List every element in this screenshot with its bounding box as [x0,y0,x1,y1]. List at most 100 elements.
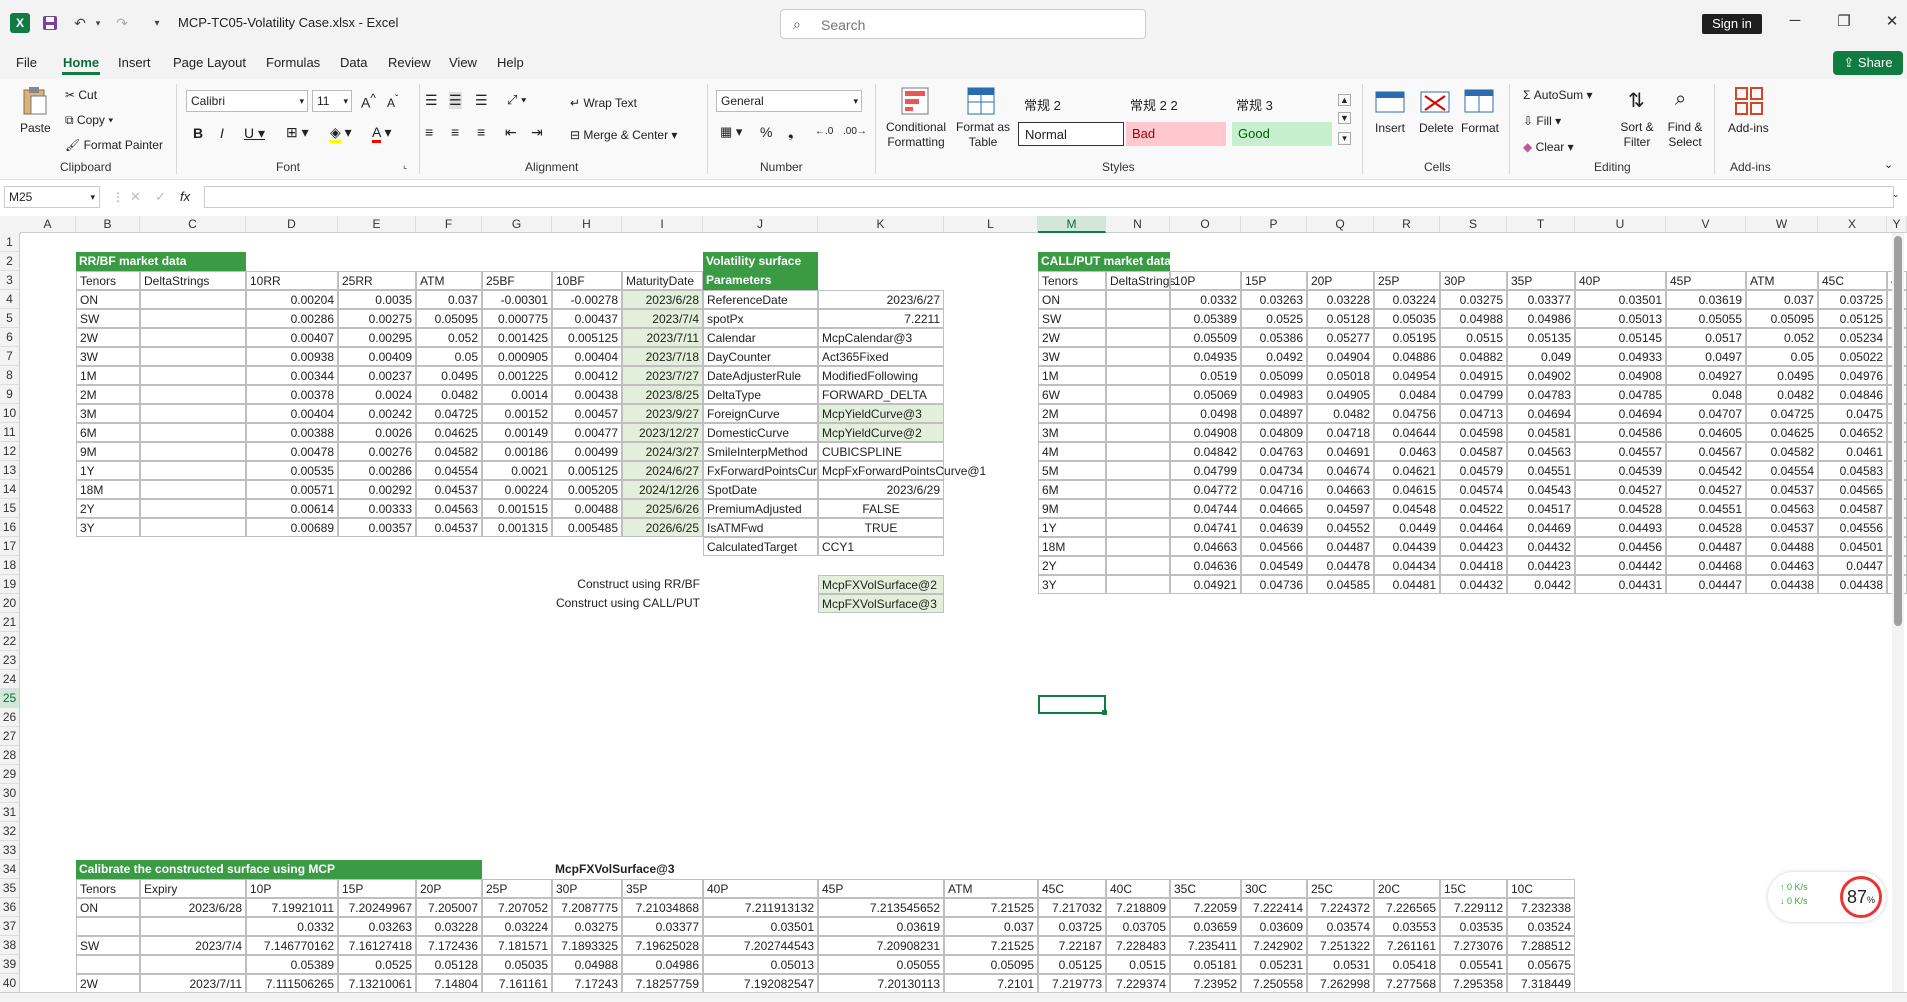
cp-cell[interactable]: 6W [1038,385,1106,404]
vol-param-value[interactable]: FORWARD_DELTA [818,385,944,404]
calib-title[interactable]: Calibrate the constructed surface using … [76,860,482,879]
tab-help[interactable]: Help [497,55,524,70]
rrbf-cell[interactable]: 0.00186 [482,442,552,461]
rrbf-cell[interactable]: 0.05095 [416,309,482,328]
cp-header[interactable]: 15P [1241,271,1307,290]
style-good[interactable]: Good [1232,122,1332,146]
vol-param-name[interactable]: ReferenceDate [703,290,818,309]
formula-input[interactable] [204,186,1894,208]
delete-cells-icon[interactable] [1419,86,1451,116]
cp-cell[interactable]: 0.04423 [1507,556,1575,575]
name-box[interactable]: M25 ▾ [4,186,100,208]
calib-header[interactable]: 35C [1170,879,1241,898]
rrbf-header[interactable]: DeltaStrings [140,271,246,290]
share-button[interactable]: ⇪ Share [1833,51,1903,75]
cp-cell[interactable]: 0.04501 [1818,537,1887,556]
rrbf-cell[interactable] [140,442,246,461]
rrbf-cell[interactable]: 0.05 [416,347,482,366]
cp-cell[interactable]: 0.04585 [1307,575,1374,594]
rrbf-cell[interactable]: 0.00535 [246,461,338,480]
insert-cells-button[interactable]: Insert [1375,121,1406,135]
rrbf-cell[interactable]: -0.00301 [482,290,552,309]
rrbf-cell[interactable] [140,499,246,518]
cp-cell[interactable]: 0.04423 [1440,537,1507,556]
redo-icon[interactable]: ↷ [116,14,128,31]
cp-cell[interactable]: 0.04694 [1575,404,1666,423]
rrbf-cell[interactable]: 6M [76,423,140,442]
cp-cell[interactable]: 0.04935 [1170,347,1241,366]
row-header-37[interactable]: 37 [0,917,20,936]
column-header-k[interactable]: K [818,216,944,233]
percent-icon[interactable]: % [760,124,773,140]
cp-cell[interactable]: 3W [1038,347,1106,366]
calib-cell[interactable]: 0.0332 [246,917,338,936]
cp-cell[interactable]: 0.04665 [1241,499,1307,518]
tab-view[interactable]: View [449,55,477,70]
calib-cell[interactable]: 0.03659 [1170,917,1241,936]
calib-cell[interactable]: 0.05389 [246,955,338,974]
calib-header[interactable]: 25C [1307,879,1374,898]
cp-cell[interactable]: 0.04566 [1241,537,1307,556]
cp-cell[interactable]: 0.04493 [1575,518,1666,537]
cp-cell[interactable]: 0.04463 [1746,556,1818,575]
calib-cell[interactable]: 7.218809 [1106,898,1170,917]
rrbf-cell[interactable]: 0.00242 [338,404,416,423]
rrbf-cell[interactable]: 0.001315 [482,518,552,537]
calib-cell[interactable]: 7.161161 [482,974,552,992]
sort-filter-button[interactable]: Sort & Filter [1620,120,1654,149]
rrbf-cell[interactable]: 0.00478 [246,442,338,461]
cp-cell[interactable]: 0.04713 [1440,404,1507,423]
rrbf-cell[interactable]: 0.04582 [416,442,482,461]
align-bottom-icon[interactable]: ☰ [475,92,488,108]
calib-cell[interactable]: 0.05181 [1170,955,1241,974]
align-middle-icon[interactable]: ☰ [449,92,462,109]
rrbf-cell[interactable]: 0.00614 [246,499,338,518]
italic-icon[interactable]: I [220,125,224,141]
fill-button[interactable]: ⇩ Fill ▾ [1523,114,1562,128]
cp-cell[interactable]: 0.03377 [1507,290,1575,309]
accounting-format-icon[interactable]: ▦ ▾ [720,124,743,139]
rrbf-cell[interactable]: 0.001225 [482,366,552,385]
calib-cell[interactable]: 7.21034868 [622,898,703,917]
calib-cell[interactable]: 0.03275 [552,917,622,936]
wrap-text-button[interactable]: ↵ Wrap Text [570,96,637,110]
cp-cell[interactable] [1106,499,1170,518]
rrbf-cell[interactable]: 1Y [76,461,140,480]
vol-param-name[interactable]: SmileInterpMethod [703,442,818,461]
scrollbar-thumb[interactable] [1894,236,1902,626]
calib-cell[interactable]: 7.22187 [1038,936,1106,955]
cp-cell[interactable]: ON [1038,290,1106,309]
cp-cell[interactable]: 0.04565 [1818,480,1887,499]
cp-cell[interactable]: 0.04882 [1440,347,1507,366]
cp-cell[interactable]: 0.04567 [1666,442,1746,461]
calib-cell[interactable]: 7.16127418 [338,936,416,955]
format-as-table-button[interactable]: Format as Table [955,120,1010,149]
calib-cell[interactable]: 7.232338 [1507,898,1575,917]
rrbf-cell[interactable]: 3W [76,347,140,366]
cp-cell[interactable]: 0.04539 [1575,461,1666,480]
find-select-icon[interactable]: ⌕ [1675,88,1687,110]
column-header-p[interactable]: P [1241,216,1307,233]
rrbf-cell[interactable]: 0.00388 [246,423,338,442]
rrbf-cell[interactable]: 0.000905 [482,347,552,366]
cp-header[interactable]: ATM [1746,271,1818,290]
style-normal-2[interactable]: 常规 2 [1024,98,1061,113]
cp-cell[interactable]: 0.04663 [1307,480,1374,499]
row-header-4[interactable]: 4 [0,290,20,309]
calib-cell[interactable]: 7.205007 [416,898,482,917]
rrbf-cell[interactable]: 2023/9/27 [622,404,703,423]
calib-cell[interactable]: 7.262998 [1307,974,1374,992]
cp-cell[interactable]: 0.0482 [1746,385,1818,404]
row-header-26[interactable]: 26 [0,708,20,727]
calib-header[interactable]: 45P [818,879,944,898]
increase-indent-icon[interactable]: ⇥ [531,124,543,140]
rrbf-header[interactable]: 25RR [338,271,416,290]
cp-cell[interactable]: 0.04663 [1170,537,1241,556]
calib-header[interactable]: 20C [1374,879,1440,898]
rrbf-title[interactable]: RR/BF market data [76,252,246,271]
tab-formulas[interactable]: Formulas [266,55,321,70]
row-header-19[interactable]: 19 [0,575,20,594]
cp-cell[interactable] [1106,366,1170,385]
cp-header[interactable]: 25P [1374,271,1440,290]
rrbf-cell[interactable]: 0.00689 [246,518,338,537]
